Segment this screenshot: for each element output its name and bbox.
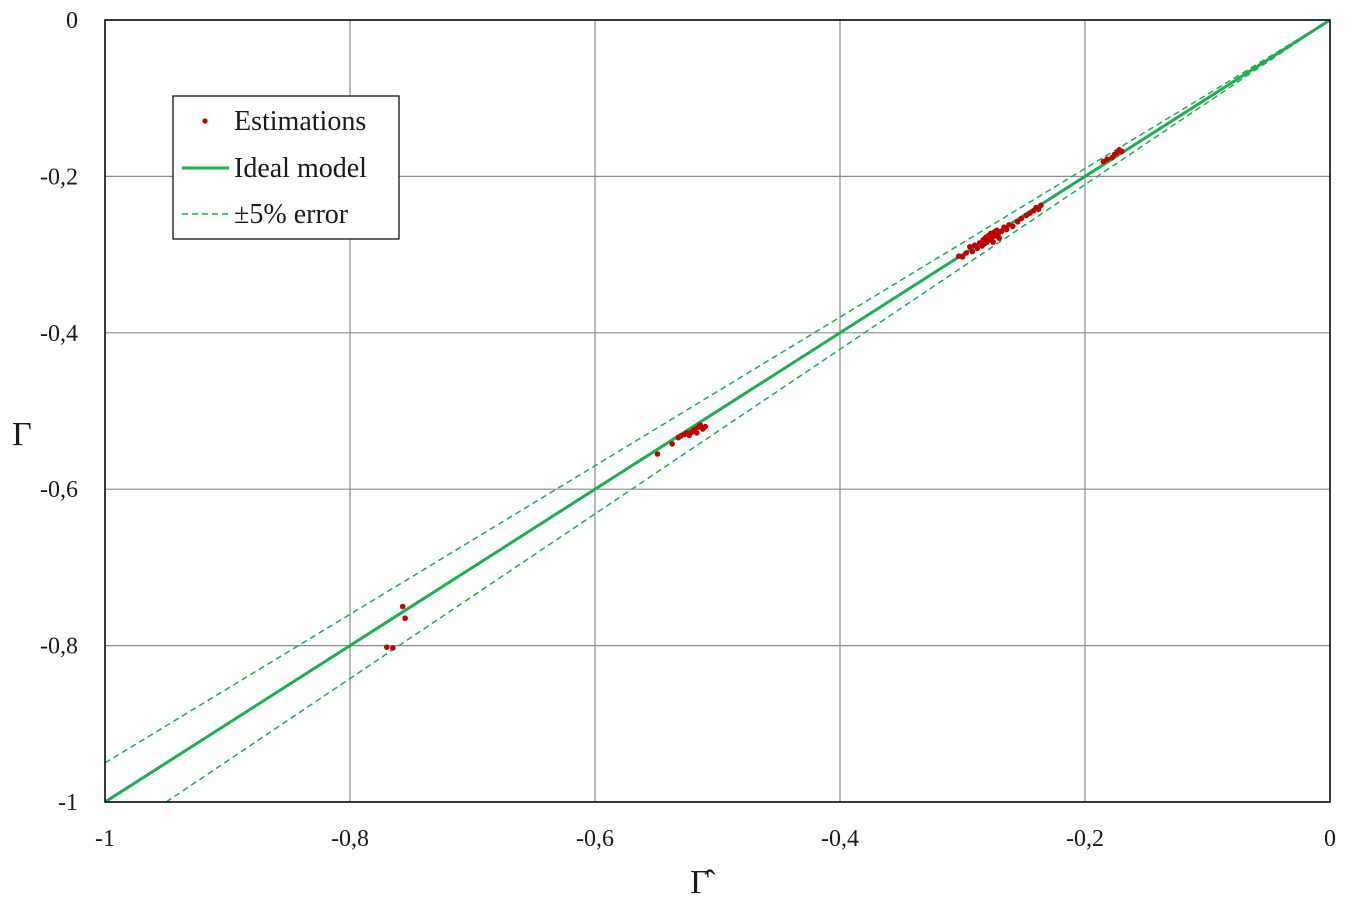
y-tick-label: -0,2 bbox=[40, 164, 78, 190]
legend-ideal-label: Ideal model bbox=[234, 153, 367, 184]
x-tick-label: -1 bbox=[95, 826, 115, 852]
estimation-points bbox=[383, 147, 1125, 651]
estimation-point bbox=[974, 245, 980, 252]
x-tick-label: -0,2 bbox=[1066, 826, 1104, 852]
estimation-point bbox=[1118, 148, 1125, 155]
estimation-point bbox=[402, 615, 408, 622]
error-lines bbox=[104, 19, 1331, 803]
estimation-point bbox=[959, 254, 966, 260]
estimation-point bbox=[1104, 156, 1110, 162]
x-tick-labels: -1 -0,8 -0,6 -0,4 -0,2 0 bbox=[95, 826, 1336, 852]
estimation-point bbox=[967, 243, 973, 250]
y-axis-label: Γ bbox=[12, 416, 32, 453]
y-tick-label: -0,4 bbox=[40, 321, 78, 347]
plot-frame bbox=[104, 19, 1331, 803]
y-tick-label: -0,8 bbox=[40, 634, 78, 660]
x-tick-label: -0,4 bbox=[821, 826, 859, 852]
y-tick-labels: 0 -0,2 -0,4 -0,6 -0,8 -1 bbox=[40, 8, 78, 816]
x-tick-label: 0 bbox=[1324, 826, 1336, 852]
estimation-point bbox=[1003, 226, 1010, 233]
x-tick-label: -0,6 bbox=[576, 826, 614, 852]
estimation-point bbox=[399, 603, 406, 610]
estimation-point bbox=[996, 235, 1003, 241]
estimation-point bbox=[390, 645, 396, 651]
estimation-point bbox=[1018, 215, 1025, 222]
estimation-point bbox=[654, 451, 661, 457]
estimation-point bbox=[1009, 223, 1016, 230]
estimation-point bbox=[969, 248, 976, 255]
estimation-point bbox=[693, 430, 700, 436]
legend: Estimations Ideal model ±5% error bbox=[172, 95, 400, 240]
legend-estimations-marker bbox=[202, 118, 208, 124]
lower-error-line bbox=[165, 19, 1331, 803]
ideal-model-line bbox=[104, 18, 1331, 804]
estimation-point bbox=[1038, 202, 1044, 209]
y-tick-label: -1 bbox=[58, 790, 78, 816]
estimation-point bbox=[669, 441, 675, 447]
x-tick-label: -0,8 bbox=[331, 826, 369, 852]
estimation-point bbox=[383, 644, 390, 650]
y-tick-label: -0,6 bbox=[40, 477, 78, 503]
estimation-point bbox=[990, 239, 996, 245]
estimation-point bbox=[963, 250, 969, 256]
upper-error-line bbox=[104, 19, 1331, 764]
y-tick-label: 0 bbox=[66, 8, 78, 34]
x-axis-label: Γ̂ bbox=[690, 864, 716, 898]
legend-error-label: ±5% error bbox=[234, 199, 349, 230]
estimation-point bbox=[1014, 218, 1021, 225]
legend-estimations-label: Estimations bbox=[234, 106, 366, 137]
estimation-point bbox=[702, 423, 709, 430]
